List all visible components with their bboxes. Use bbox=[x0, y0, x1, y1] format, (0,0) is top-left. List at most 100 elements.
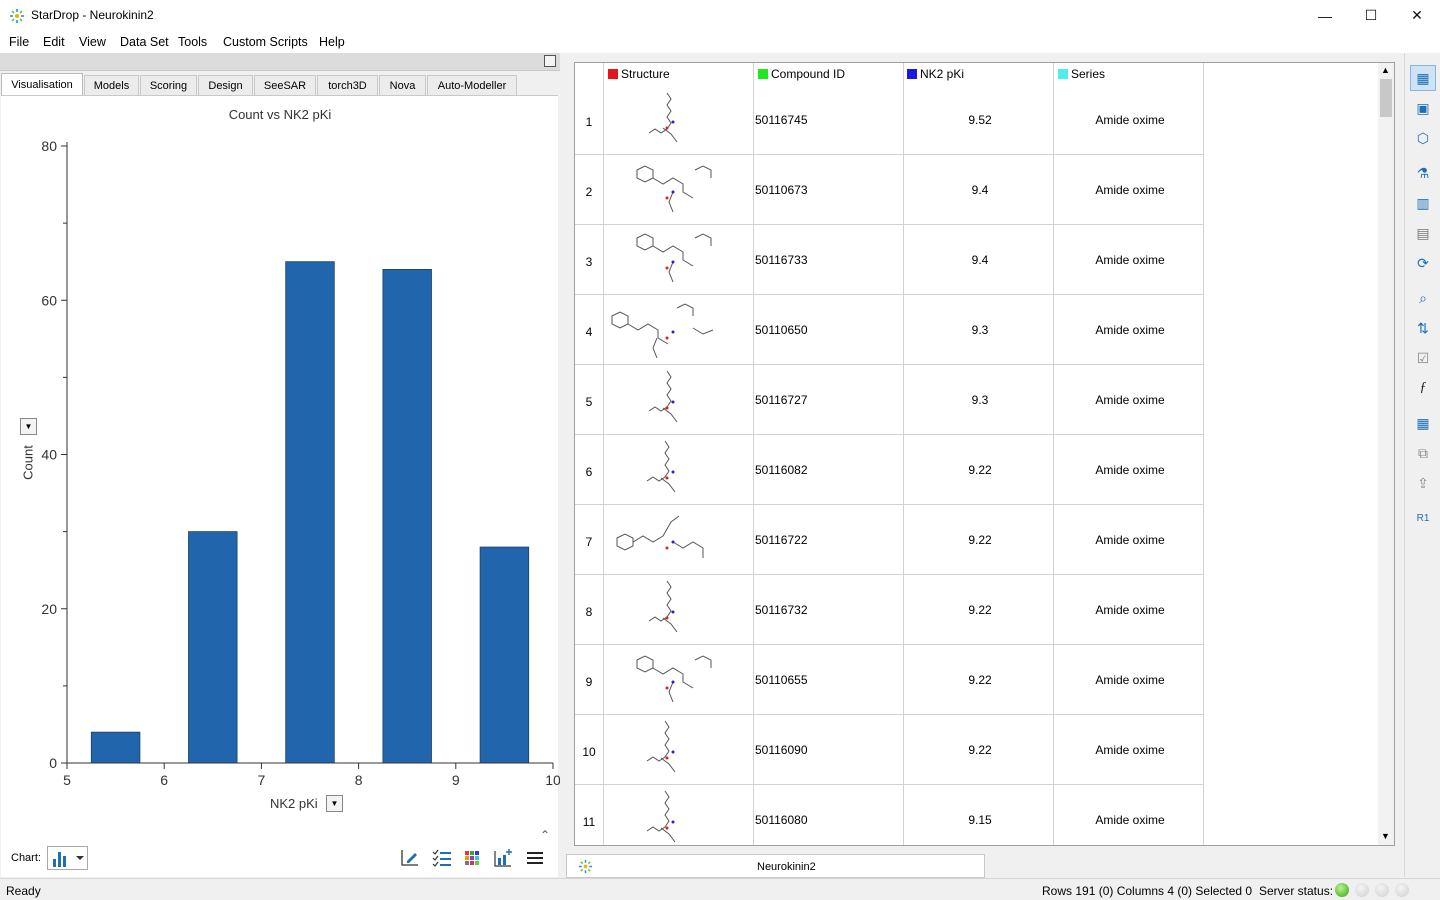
nk2-pki-cell: 9.22 bbox=[968, 463, 992, 477]
table-row[interactable]: 7 50116722 9.22 Amide oxime bbox=[575, 505, 1203, 575]
maximize-button[interactable]: ☐ bbox=[1364, 7, 1378, 23]
histogram-bar[interactable] bbox=[285, 261, 335, 764]
histogram-bar[interactable] bbox=[188, 531, 238, 764]
columns-icon[interactable]: ▥ bbox=[1416, 194, 1430, 211]
collapse-chevron-icon[interactable]: ⌃ bbox=[540, 828, 551, 842]
histogram-bar[interactable] bbox=[90, 731, 141, 764]
row-number: 10 bbox=[582, 745, 596, 759]
scroll-down-icon[interactable]: ▼ bbox=[1381, 831, 1390, 841]
table-row[interactable]: 3 50116733 9.4 Amide oxime bbox=[575, 225, 1203, 295]
server-status-off-icon bbox=[1375, 883, 1389, 897]
export-icon[interactable]: ⇪ bbox=[1417, 474, 1429, 491]
status-ready: Ready bbox=[6, 884, 41, 898]
nk2-pki-cell: 9.22 bbox=[968, 603, 992, 617]
x-axis-dropdown[interactable]: ▼ bbox=[326, 795, 343, 812]
scroll-thumb[interactable] bbox=[1380, 79, 1392, 117]
column-header-nk2-pki[interactable]: NK2 pKi bbox=[907, 63, 964, 85]
tab-visualisation[interactable]: Visualisation bbox=[1, 73, 83, 96]
chemistry-icon[interactable]: ⚗ bbox=[1416, 164, 1430, 181]
table-row[interactable]: 11 50116080 9.15 Amide oxime bbox=[575, 785, 1203, 845]
filter-icon[interactable]: ☑ bbox=[1416, 349, 1430, 366]
tab-seesar[interactable]: SeeSAR bbox=[254, 75, 316, 95]
menu-bar: File Edit View Data Set Tools Custom Scr… bbox=[0, 31, 1440, 53]
search-icon[interactable]: ⌕ bbox=[1419, 289, 1427, 306]
color-grid-icon[interactable] bbox=[462, 848, 484, 868]
series-cell: Amide oxime bbox=[1095, 533, 1165, 547]
grid-icon[interactable]: ▤ bbox=[1416, 224, 1430, 241]
tab-design[interactable]: Design bbox=[198, 75, 253, 95]
table-row[interactable]: 1 50116745 9.52 Amide oxime bbox=[575, 85, 1203, 155]
card-view-icon[interactable]: ▣ bbox=[1416, 99, 1430, 116]
table-row[interactable]: 8 50116732 9.22 Amide oxime bbox=[575, 575, 1203, 645]
menu-data-set[interactable]: Data Set bbox=[120, 35, 169, 49]
table-row[interactable]: 5 50116727 9.3 Amide oxime bbox=[575, 365, 1203, 435]
menu-help[interactable]: Help bbox=[319, 35, 345, 49]
histogram-chart[interactable]: 0 20 40 60 80 5 6 7 8 9 10 bbox=[0, 130, 560, 792]
data-table[interactable]: Structure Compound ID NK2 pKi Series 1 50… bbox=[574, 62, 1395, 846]
table-scrollbar[interactable]: ▲ ▼ bbox=[1378, 63, 1394, 845]
chart-type-selector[interactable] bbox=[47, 846, 88, 870]
nk2-pki-cell: 9.52 bbox=[968, 113, 992, 127]
column-header-compound-id[interactable]: Compound ID bbox=[758, 63, 845, 85]
window-title: StarDrop - Neurokinin2 bbox=[31, 8, 154, 22]
axis-edit-icon[interactable] bbox=[399, 848, 421, 868]
menu-view[interactable]: View bbox=[79, 35, 106, 49]
checklist-icon[interactable] bbox=[431, 848, 453, 868]
compound-id-cell: 50110650 bbox=[755, 323, 808, 337]
tab-scoring[interactable]: Scoring bbox=[140, 75, 197, 95]
minimize-button[interactable]: — bbox=[1318, 7, 1332, 24]
histogram-bar[interactable] bbox=[382, 268, 432, 764]
menu-tools[interactable]: Tools bbox=[178, 35, 208, 49]
tab-torch3d[interactable]: torch3D bbox=[317, 75, 378, 95]
structure-image bbox=[646, 720, 676, 773]
scroll-up-icon[interactable]: ▲ bbox=[1381, 65, 1390, 75]
document-tab[interactable]: Neurokinin2 bbox=[566, 854, 985, 878]
r-group-icon[interactable]: R1 bbox=[1416, 512, 1430, 524]
menu-file[interactable]: File bbox=[9, 35, 30, 49]
histogram-bar[interactable] bbox=[479, 546, 530, 764]
structure-image bbox=[646, 440, 676, 493]
shapes-icon[interactable]: ⬡ bbox=[1416, 129, 1430, 146]
y-axis-dropdown[interactable]: ▼ bbox=[20, 418, 37, 435]
row-number: 6 bbox=[585, 465, 593, 479]
compound-id-cell: 50116727 bbox=[755, 393, 808, 407]
tab-models[interactable]: Models bbox=[84, 75, 139, 95]
function-icon[interactable]: ƒ bbox=[1419, 380, 1427, 395]
structure-image bbox=[611, 303, 714, 359]
nk2-pki-cell: 9.4 bbox=[971, 253, 989, 267]
close-button[interactable]: ✕ bbox=[1411, 7, 1423, 23]
compound-id-color-swatch bbox=[758, 69, 768, 79]
series-cell: Amide oxime bbox=[1095, 113, 1165, 127]
undock-icon[interactable] bbox=[544, 55, 556, 67]
menu-edit[interactable]: Edit bbox=[43, 35, 65, 49]
menu-hamburger-icon[interactable] bbox=[524, 848, 546, 868]
table-row[interactable]: 4 50110650 9.3 Amide oxime bbox=[575, 295, 1203, 365]
column-header-series[interactable]: Series bbox=[1058, 63, 1105, 85]
title-bar: StarDrop - Neurokinin2 — ☐ ✕ bbox=[0, 0, 1440, 31]
menu-custom-scripts[interactable]: Custom Scripts bbox=[223, 35, 308, 49]
right-toolbar: ▦ ▣ ⬡ ⚗ ▥ ▤ ⟳ ⌕ ⇅ ☑ ƒ ▦ ⧉ ⇪ R1 bbox=[1404, 53, 1440, 877]
sort-icon[interactable]: ⇅ bbox=[1417, 319, 1429, 336]
status-bar: Ready Rows 191 (0) Columns 4 (0) Selecte… bbox=[0, 878, 1440, 900]
compound-id-cell: 50116080 bbox=[755, 813, 808, 827]
table-settings-icon[interactable]: ▦ bbox=[1416, 414, 1430, 431]
nk2-pki-cell: 9.4 bbox=[971, 183, 989, 197]
series-cell: Amide oxime bbox=[1095, 393, 1165, 407]
structure-image bbox=[648, 580, 678, 633]
refresh-icon[interactable]: ⟳ bbox=[1417, 254, 1429, 271]
table-row[interactable]: 9 50110655 9.22 Amide oxime bbox=[575, 645, 1203, 715]
table-row[interactable]: 6 50116082 9.22 Amide oxime bbox=[575, 435, 1203, 505]
row-number: 4 bbox=[585, 325, 593, 339]
new-chart-icon[interactable] bbox=[493, 848, 515, 868]
status-counts: Rows 191 (0) Columns 4 (0) Selected 0 bbox=[1042, 884, 1253, 898]
copy-icon[interactable]: ⧉ bbox=[1418, 444, 1428, 461]
table-row[interactable]: 10 50116090 9.22 Amide oxime bbox=[575, 715, 1203, 785]
table-view-icon[interactable]: ▦ bbox=[1410, 65, 1436, 91]
column-header-structure[interactable]: Structure bbox=[608, 63, 670, 85]
table-row[interactable]: 2 50110673 9.4 Amide oxime bbox=[575, 155, 1203, 225]
tab-nova[interactable]: Nova bbox=[379, 75, 426, 95]
compound-id-cell: 50116082 bbox=[755, 463, 808, 477]
y-tick-label: 40 bbox=[41, 447, 57, 463]
tab-auto-modeller[interactable]: Auto-Modeller bbox=[427, 75, 517, 95]
series-cell: Amide oxime bbox=[1095, 743, 1165, 757]
